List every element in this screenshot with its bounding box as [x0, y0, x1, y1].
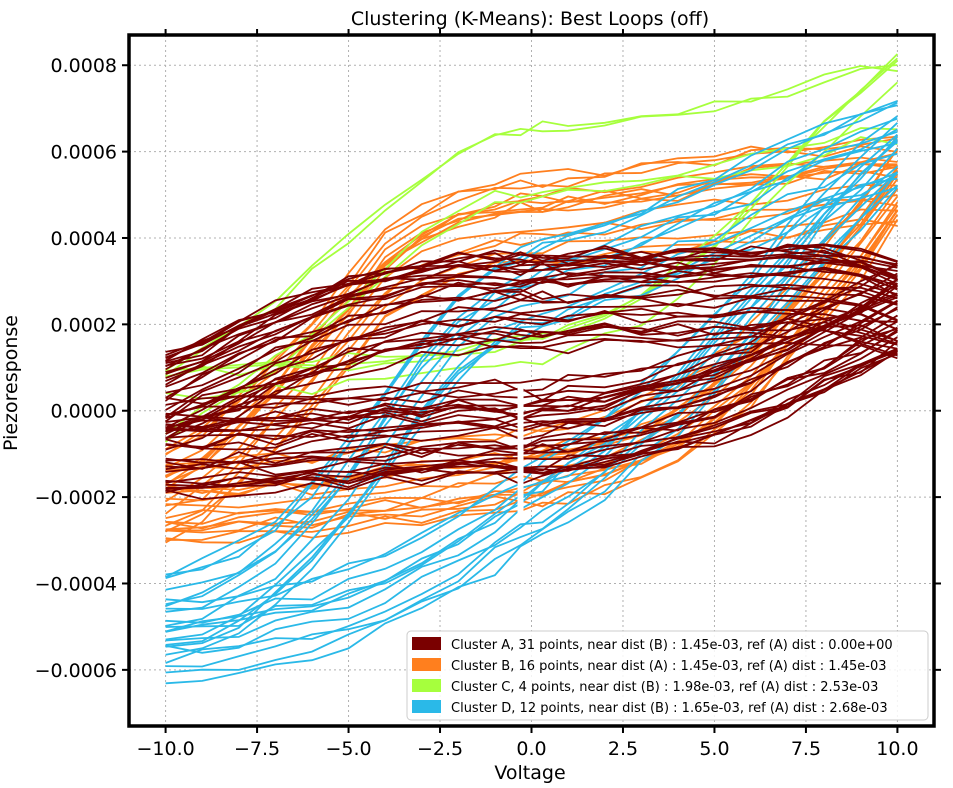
y-tick-label: −0.0002: [35, 487, 117, 509]
series-0-loop-lower: [165, 314, 898, 454]
legend-label: Cluster C, 4 points, near dist (B) : 1.9…: [451, 680, 878, 695]
series-2-loop-upper: [165, 136, 898, 443]
series-0-loop-upper: [165, 261, 898, 373]
series-3-loop-lower: [165, 136, 899, 633]
legend-swatch: [412, 658, 441, 671]
series-3-loop-upper: [165, 117, 898, 591]
series-0-loop-upper: [165, 249, 898, 368]
series-3-loop-lower: [165, 184, 898, 674]
x-tick-label: 2.5: [608, 738, 638, 760]
y-tick-label: −0.0006: [35, 660, 117, 682]
series-3-loop-lower: [165, 165, 898, 654]
series-0-loop-upper: [165, 328, 898, 440]
series-0-loop-lower: [165, 326, 898, 470]
legend: Cluster A, 31 points, near dist (B) : 1.…: [406, 630, 929, 721]
series-3-loop-upper: [165, 171, 898, 641]
series-3-loop-lower: [165, 148, 899, 642]
x-tick-label: −10.0: [136, 738, 194, 760]
series-1-loop-lower: [165, 209, 899, 534]
series-2-loop-upper: [165, 65, 898, 376]
x-tick-label: 10.0: [876, 738, 918, 760]
series-0-loop-upper: [165, 244, 898, 359]
series-2-loop-upper: [165, 64, 898, 371]
zero-gap: [517, 384, 524, 524]
series-3-loop-upper: [165, 172, 898, 646]
series-0-loop-upper: [165, 272, 898, 388]
legend-label: Cluster A, 31 points, near dist (B) : 1.…: [451, 638, 893, 653]
series-0-loop-upper: [165, 283, 898, 399]
series-1-loop-upper: [165, 145, 898, 455]
y-tick-label: 0.0008: [51, 55, 117, 77]
series-3-loop-upper: [165, 104, 898, 576]
x-tick-label: −2.5: [417, 738, 463, 760]
series-0-loop-lower: [165, 348, 898, 489]
y-tick-label: 0.0004: [51, 228, 117, 250]
series-0-loop-upper: [165, 286, 898, 394]
series-0-loop-lower: [165, 336, 898, 476]
legend-swatch: [412, 700, 441, 713]
x-tick-label: −5.0: [325, 738, 371, 760]
series-0-loop-lower: [165, 350, 898, 501]
y-tick-label: 0.0002: [51, 314, 117, 336]
x-axis-label: Voltage: [494, 762, 565, 784]
series-0-loop-lower: [165, 264, 898, 406]
series-3-loop-lower: [165, 133, 898, 624]
series-3-loop-upper: [165, 130, 898, 607]
series-3-loop-lower: [165, 140, 898, 633]
x-tick-label: 5.0: [699, 738, 729, 760]
x-tick-label: 0.0: [516, 738, 546, 760]
x-tick-label: −7.5: [234, 738, 280, 760]
series-0-loop-upper: [165, 296, 898, 419]
series-0-loop-lower: [165, 340, 898, 488]
y-tick-label: 0.0006: [51, 142, 117, 164]
series-1-loop-upper: [165, 162, 898, 477]
series-0-loop-lower: [165, 277, 899, 430]
series-0-loop-upper: [165, 308, 898, 416]
legend-label: Cluster B, 16 points, near dist (A) : 1.…: [451, 659, 886, 674]
series-1-loop-upper: [165, 137, 898, 456]
series-2-group: [165, 53, 899, 443]
series-0-loop-lower: [165, 347, 898, 484]
series-0-loop-lower: [165, 262, 898, 405]
series-3-loop-upper: [165, 100, 898, 578]
series-0-group: [165, 243, 899, 501]
series-0-loop-upper: [165, 321, 898, 433]
legend-swatch: [412, 679, 441, 692]
series-3-loop-upper: [165, 142, 898, 613]
lines-layer: [165, 53, 899, 685]
y-tick-label: 0.0000: [51, 401, 117, 423]
x-tick-label: 7.5: [791, 738, 821, 760]
series-0-loop-lower: [165, 299, 898, 439]
y-tick-label: −0.0004: [35, 573, 117, 595]
legend-label: Cluster D, 12 points, near dist (B) : 1.…: [451, 701, 888, 716]
series-0-loop-upper: [165, 317, 898, 429]
legend-box: [406, 630, 929, 721]
series-0-loop-lower: [165, 296, 898, 432]
series-0-loop-upper: [165, 306, 898, 420]
ticks-layer: −10.0 −7.5 −5.0 −2.5 0.0 2.5 5.0 7.5 10.0 −0.0006…: [35, 29, 941, 760]
series-3-loop-upper: [165, 152, 898, 627]
legend-swatch: [412, 637, 441, 650]
series-2-loop-lower: [165, 60, 898, 379]
series-0-loop-upper: [165, 338, 898, 451]
series-0-loop-upper: [165, 255, 898, 363]
series-2-loop-lower: [165, 81, 899, 400]
series-0-loop-lower: [165, 306, 898, 451]
series-0-loop-upper: [165, 307, 898, 423]
series-1-loop-lower: [165, 178, 899, 495]
series-0-loop-lower: [165, 272, 898, 418]
series-0-loop-lower: [165, 282, 898, 430]
chart-title: Clustering (K-Means): Best Loops (off): [351, 8, 709, 30]
y-axis-label: Piezoresponse: [0, 315, 22, 451]
